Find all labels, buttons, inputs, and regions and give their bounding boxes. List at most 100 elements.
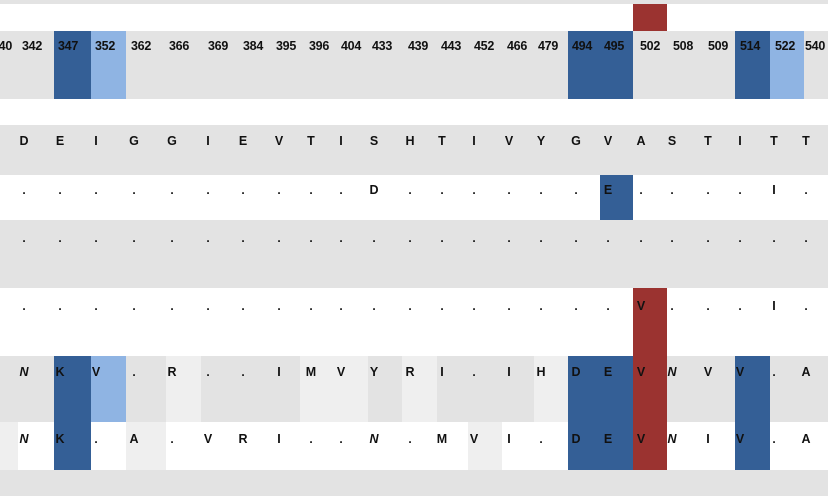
match-dot: . xyxy=(94,183,98,197)
highlight-block xyxy=(166,356,201,422)
residue: I xyxy=(277,365,281,379)
highlight-block xyxy=(770,31,804,99)
match-dot: . xyxy=(772,365,776,379)
match-dot: . xyxy=(309,299,313,313)
reference-residue: D xyxy=(19,134,29,148)
reference-residue: V xyxy=(603,134,613,148)
residue: K xyxy=(55,365,65,379)
row-band xyxy=(0,0,828,4)
highlight-block xyxy=(633,4,667,31)
reference-residue: E xyxy=(55,134,65,148)
match-dot: . xyxy=(309,432,313,446)
match-dot: . xyxy=(738,299,742,313)
position-label: 362 xyxy=(131,39,151,53)
match-dot: . xyxy=(772,432,776,446)
residue: V xyxy=(91,365,101,379)
residue: N xyxy=(667,432,677,446)
match-dot: . xyxy=(339,299,343,313)
match-dot: . xyxy=(606,231,610,245)
match-dot: . xyxy=(94,299,98,313)
reference-residue: S xyxy=(667,134,677,148)
match-dot: . xyxy=(22,183,26,197)
highlight-block xyxy=(468,422,502,470)
reference-residue: E xyxy=(238,134,248,148)
position-label: 340 xyxy=(0,39,12,53)
residue: M xyxy=(305,365,317,379)
match-dot: . xyxy=(206,231,210,245)
position-label: 466 xyxy=(507,39,527,53)
match-dot: . xyxy=(206,183,210,197)
position-label: 439 xyxy=(408,39,428,53)
position-label: 494 xyxy=(572,39,592,53)
match-dot: . xyxy=(339,183,343,197)
residue: I xyxy=(507,432,511,446)
match-dot: . xyxy=(408,183,412,197)
match-dot: . xyxy=(574,231,578,245)
match-dot: . xyxy=(639,231,643,245)
residue: A xyxy=(801,365,811,379)
residue: N xyxy=(19,365,29,379)
match-dot: . xyxy=(241,365,245,379)
residue: V xyxy=(735,365,745,379)
residue: A xyxy=(129,432,139,446)
highlight-block xyxy=(735,356,770,470)
match-dot: . xyxy=(539,183,543,197)
match-dot: . xyxy=(241,299,245,313)
row-band xyxy=(0,99,828,125)
row-band xyxy=(0,125,828,175)
match-dot: . xyxy=(738,183,742,197)
match-dot: . xyxy=(58,183,62,197)
position-label: 508 xyxy=(673,39,693,53)
match-dot: . xyxy=(132,365,136,379)
position-label: 433 xyxy=(372,39,392,53)
match-dot: . xyxy=(670,183,674,197)
position-label: 479 xyxy=(538,39,558,53)
row-band xyxy=(0,175,828,220)
residue: V xyxy=(735,432,745,446)
residue: V xyxy=(636,365,646,379)
reference-residue: G xyxy=(167,134,177,148)
highlight-block xyxy=(633,288,667,356)
match-dot: . xyxy=(22,299,26,313)
reference-residue: T xyxy=(770,134,778,148)
highlight-block xyxy=(633,356,667,470)
residue: D xyxy=(369,183,379,197)
match-dot: . xyxy=(670,299,674,313)
residue: V xyxy=(336,365,346,379)
residue: N xyxy=(667,365,677,379)
match-dot: . xyxy=(58,231,62,245)
position-label: 452 xyxy=(474,39,494,53)
match-dot: . xyxy=(738,231,742,245)
position-label: 342 xyxy=(22,39,42,53)
match-dot: . xyxy=(206,365,210,379)
residue: N xyxy=(369,432,379,446)
match-dot: . xyxy=(94,231,98,245)
highlight-block xyxy=(54,356,91,470)
highlight-block xyxy=(0,422,18,470)
match-dot: . xyxy=(472,365,476,379)
residue: Y xyxy=(369,365,379,379)
residue: E xyxy=(603,183,613,197)
highlight-block xyxy=(600,175,633,220)
match-dot: . xyxy=(309,231,313,245)
residue: I xyxy=(507,365,511,379)
match-dot: . xyxy=(706,299,710,313)
match-dot: . xyxy=(706,183,710,197)
reference-residue: I xyxy=(472,134,476,148)
match-dot: . xyxy=(372,299,376,313)
reference-residue: I xyxy=(738,134,742,148)
residue: K xyxy=(55,432,65,446)
position-label: 540 xyxy=(805,39,825,53)
match-dot: . xyxy=(440,231,444,245)
reference-residue: I xyxy=(94,134,98,148)
match-dot: . xyxy=(277,299,281,313)
residue: D xyxy=(571,365,581,379)
position-label: 395 xyxy=(276,39,296,53)
match-dot: . xyxy=(706,231,710,245)
reference-residue: V xyxy=(274,134,284,148)
position-label: 366 xyxy=(169,39,189,53)
position-label: 495 xyxy=(604,39,624,53)
match-dot: . xyxy=(170,432,174,446)
highlight-block xyxy=(568,31,633,99)
match-dot: . xyxy=(472,299,476,313)
